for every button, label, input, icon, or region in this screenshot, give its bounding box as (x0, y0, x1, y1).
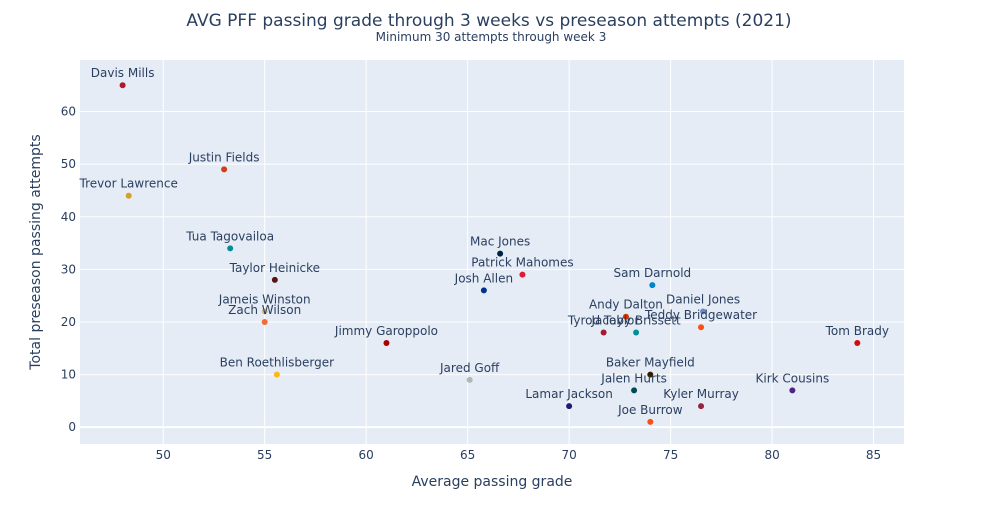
point-label: Kyler Murray (663, 387, 739, 401)
x-tick-label: 85 (866, 448, 881, 462)
point-label: Zach Wilson (228, 303, 301, 317)
y-tick-label: 0 (68, 420, 76, 434)
point-labels: Davis Mills Justin Fields Trevor Lawrence T… (79, 66, 889, 417)
data-point (647, 371, 654, 378)
point-label: Baker Mayfield (606, 356, 695, 370)
data-point (261, 318, 268, 325)
point-label: Kirk Cousins (756, 371, 830, 385)
data-point (273, 371, 280, 378)
data-point (633, 329, 640, 336)
tick-labels: 50 55 60 65 70 75 80 85 0 10 20 30 40 50 60 (61, 105, 881, 462)
y-tick-label: 30 (61, 262, 76, 276)
data-point (566, 403, 573, 410)
point-label: Teddy Bridgewater (644, 308, 757, 322)
point-label: Patrick Mahomes (471, 256, 573, 270)
data-point (854, 340, 861, 347)
point-label: Lamar Jackson (525, 387, 612, 401)
x-tick-label: 80 (764, 448, 779, 462)
x-tick-label: 50 (156, 448, 171, 462)
point-label: Tyrod Taylor (567, 313, 639, 327)
y-axis-title: Total preseason passing attempts (28, 134, 44, 370)
x-tick-label: 70 (561, 448, 576, 462)
x-tick-label: 55 (257, 448, 272, 462)
data-point (125, 192, 132, 199)
point-label: Andy Dalton (589, 298, 663, 312)
y-tick-label: 40 (61, 210, 76, 224)
data-point (600, 329, 607, 336)
data-point (466, 376, 473, 383)
data-point (271, 276, 278, 283)
data-point (383, 340, 390, 347)
data-point (698, 403, 705, 410)
data-point (622, 313, 629, 320)
x-tick-label: 60 (359, 448, 374, 462)
data-point (789, 387, 796, 394)
x-tick-label: 75 (663, 448, 678, 462)
data-point (119, 82, 126, 89)
point-label: Tua Tagovailoa (185, 229, 274, 243)
data-point (497, 250, 504, 257)
point-label: Joe Burrow (617, 403, 683, 417)
point-label: Taylor Heinicke (229, 261, 320, 275)
y-tick-label: 60 (61, 105, 76, 119)
data-point (480, 287, 487, 294)
point-label: Jameis Winston (218, 292, 311, 306)
data-point (221, 166, 228, 173)
data-point (519, 271, 526, 278)
point-label: Sam Darnold (613, 266, 691, 280)
plot-area (80, 60, 904, 444)
point-label: Daniel Jones (666, 292, 740, 306)
chart-title: AVG PFF passing grade through 3 weeks vs… (186, 11, 791, 31)
point-label: Davis Mills (91, 66, 155, 80)
point-label: Trevor Lawrence (79, 177, 178, 191)
point-label: Jimmy Garoppolo (334, 324, 438, 338)
point-label: Justin Fields (188, 150, 260, 164)
data-point (700, 308, 707, 315)
data-point (698, 324, 705, 331)
point-label: Jared Goff (439, 361, 500, 375)
point-label: Jalen Hurts (600, 371, 667, 385)
y-tick-label: 20 (61, 315, 76, 329)
point-label: Tom Brady (825, 324, 889, 338)
data-point (649, 282, 656, 289)
point-label: Mac Jones (470, 235, 530, 249)
data-point (261, 308, 268, 315)
gridlines (80, 60, 904, 444)
data-points (119, 82, 861, 425)
data-point (631, 387, 638, 394)
data-point (647, 418, 654, 425)
chart-subtitle: Minimum 30 attempts through week 3 (376, 30, 607, 44)
data-point (227, 245, 234, 252)
y-tick-label: 50 (61, 157, 76, 171)
x-tick-label: 65 (460, 448, 475, 462)
x-axis-title: Average passing grade (412, 474, 573, 490)
point-label: Josh Allen (454, 271, 513, 285)
point-label: Jacoby Brissett (591, 313, 681, 327)
point-label: Ben Roethlisberger (220, 356, 335, 370)
y-tick-label: 10 (61, 368, 76, 382)
